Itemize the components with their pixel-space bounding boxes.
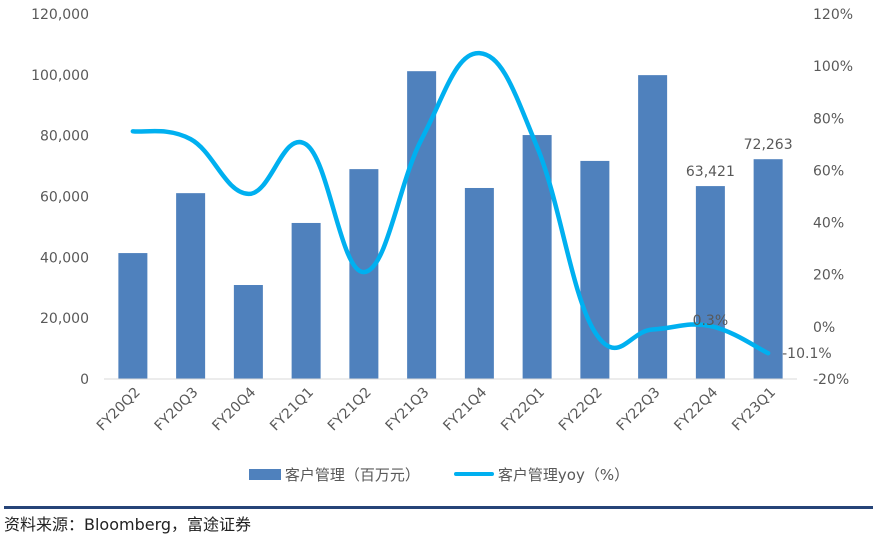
bar (118, 253, 148, 379)
x-axis-tick: FY22Q2 (556, 385, 606, 435)
left-axis-tick: 60,000 (40, 190, 89, 206)
x-axis-tick: FY22Q3 (614, 385, 664, 435)
left-axis-tick: 40,000 (40, 250, 89, 266)
left-axis-tick: 80,000 (40, 129, 89, 145)
x-axis-tick: FY23Q1 (729, 385, 779, 435)
source-note: 资料来源：Bloomberg，富途证券 (4, 515, 252, 534)
left-axis-tick: 100,000 (31, 68, 89, 84)
bar (753, 159, 783, 379)
right-axis-tick: 100% (813, 59, 853, 75)
left-axis-tick: 120,000 (31, 7, 89, 23)
right-axis-tick: 60% (813, 163, 844, 179)
bar-series (118, 71, 783, 379)
data-labels: 63,421 72,263 0.3% -10.1% (686, 137, 832, 362)
right-axis-tick: 20% (813, 268, 844, 284)
x-axis-tick: FY21Q1 (267, 385, 317, 435)
x-axis-tick: FY21Q4 (440, 384, 490, 434)
x-axis-tick: FY21Q3 (383, 385, 433, 435)
line-data-label: -10.1% (782, 346, 832, 362)
left-axis-tick: 20,000 (40, 311, 89, 327)
bar-swatch-icon (248, 468, 281, 480)
legend: 客户管理（百万元） 客户管理yoy（%） (0, 462, 878, 486)
x-axis-tick: FY22Q1 (498, 385, 548, 435)
left-y-axis: 0 20,000 40,000 60,000 80,000 100,000 120,000 (31, 7, 89, 388)
line-data-label: 0.3% (693, 313, 729, 329)
bar-data-label: 63,421 (686, 164, 735, 180)
left-axis-tick: 0 (80, 372, 89, 388)
legend-item-bar: 客户管理（百万元） (248, 464, 420, 485)
yoy-line-series (130, 50, 771, 356)
right-axis-tick: 40% (813, 216, 844, 232)
bar-data-label: 72,263 (744, 137, 793, 153)
bar (695, 186, 725, 379)
right-axis-tick: 80% (813, 111, 844, 127)
bar (464, 187, 494, 379)
legend-item-line: 客户管理yoy（%） (453, 464, 630, 485)
legend-bar-label: 客户管理（百万元） (284, 465, 420, 484)
right-axis-tick: 0% (813, 320, 835, 336)
combo-chart: 020,00040,00060,00080,000100,000120,000 … (31, 7, 853, 434)
right-y-axis: -20% 0% 20% 40% 60% 80% 100% 120% (813, 7, 853, 388)
legend-line-label: 客户管理yoy（%） (497, 465, 630, 484)
x-axis-tick: FY20Q2 (94, 385, 144, 435)
bar (176, 193, 206, 379)
x-axis-tick: FY20Q4 (209, 384, 259, 434)
bar (291, 222, 321, 379)
right-axis-tick: 120% (813, 7, 853, 23)
x-axis-labels: FY20Q2 FY20Q3 FY20Q4 FY21Q1 FY21Q2 FY21Q3 FY21… (94, 384, 779, 434)
x-axis-tick: FY22Q4 (671, 384, 721, 434)
line-swatch-icon (453, 472, 494, 476)
x-axis-tick: FY21Q2 (325, 385, 375, 435)
bar (233, 285, 263, 379)
right-axis-tick: -20% (813, 372, 849, 388)
x-axis-tick: FY20Q3 (152, 385, 202, 435)
footer-divider (4, 506, 873, 509)
